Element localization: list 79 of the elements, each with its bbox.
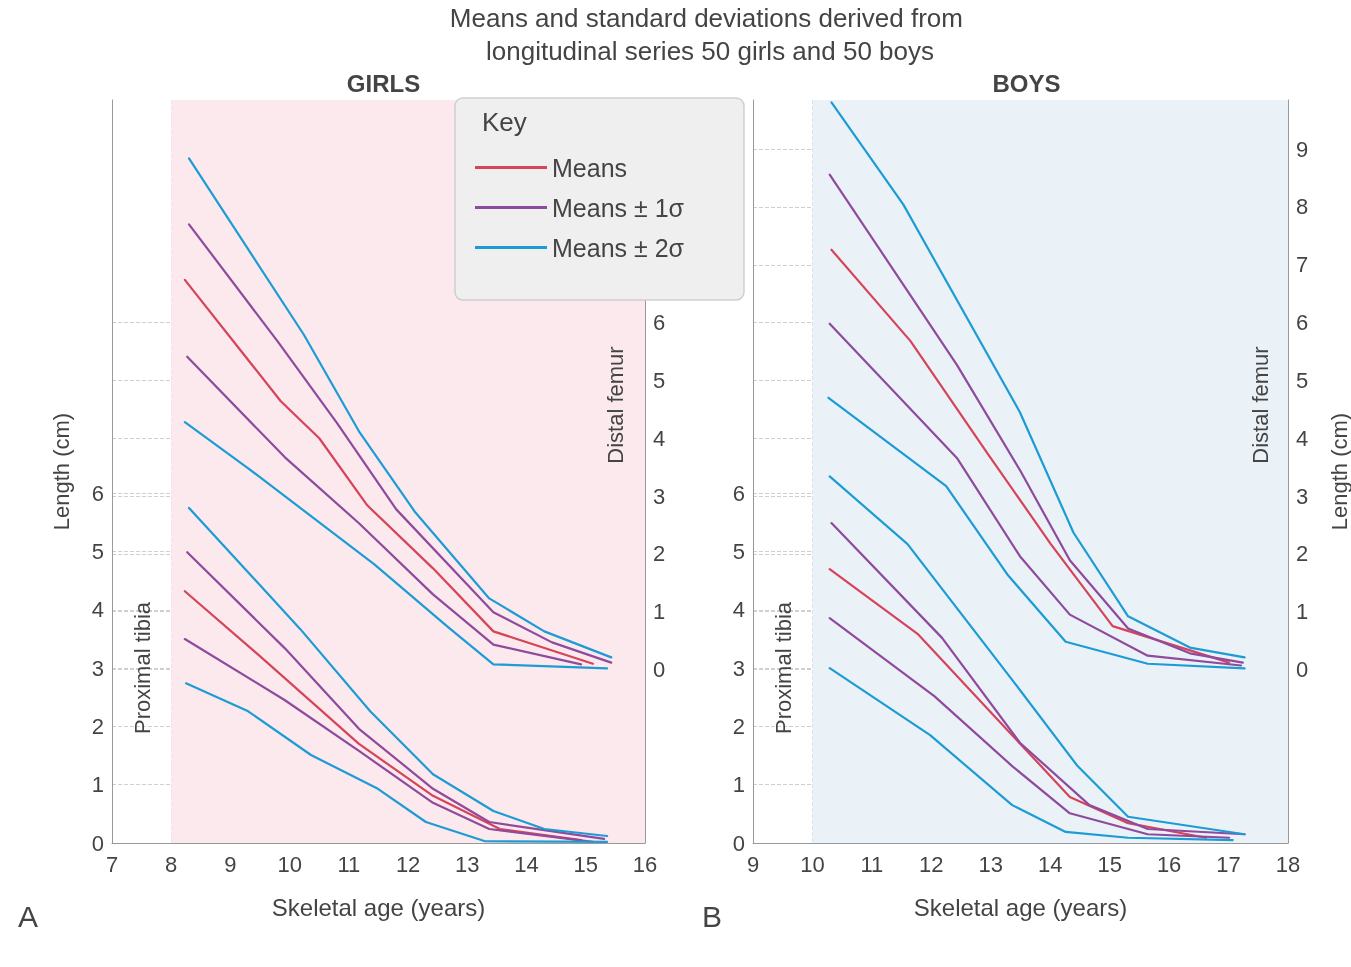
y2-tick-label: 7 [1296,252,1309,278]
y2-tick-label: 4 [1296,425,1309,451]
x-axis-title: Skeletal age (years) [913,893,1128,921]
y2-tick-label: 5 [1296,367,1309,393]
chart-title: GIRLS [346,69,421,97]
text: A [17,899,39,933]
x-tick-label: 11 [860,851,884,877]
x-tick-label: 14 [1037,851,1063,877]
annotation: Proximal tibia [129,601,155,735]
y-tick-label: 3 [91,655,104,681]
line-series [827,396,1246,670]
y2-tick-label: 6 [1296,310,1309,336]
annotation: Distal femur [1247,346,1273,464]
line-series [186,355,583,666]
y2-tick-label: 8 [1296,194,1309,220]
x-tick-label: 10 [800,851,825,877]
legend-label: Means ± 1σ [552,193,685,222]
x-axis-title: Skeletal age (years) [271,893,486,921]
y2-tick-label: 4 [653,425,666,451]
x-tick-label: 8 [165,851,178,877]
legend-title: Key [482,107,527,137]
y2-tick-label: 2 [653,541,666,567]
y2-tick-label: 2 [1296,541,1309,567]
x-tick-label: 12 [919,851,944,877]
annotation: Proximal tibia [770,601,796,735]
x-tick-label: 18 [1275,851,1301,877]
y-tick-label: 3 [732,655,745,681]
y-tick-label: 6 [732,480,745,506]
x-tick-label: 13 [455,851,480,877]
y-tick-label: 4 [91,597,104,623]
line-series [187,506,609,838]
x-tick-label: 11 [337,851,361,877]
legend-label: Means [552,153,628,182]
x-tick-label: 9 [746,851,760,877]
y-tick-label: 6 [91,480,104,506]
text: Means and standard deviations derived from longitudinal series 50 girls and 50 boys [449,2,971,66]
x-tick-label: 15 [573,851,599,877]
x-tick-label: 14 [514,851,539,877]
y-tick-label: 2 [91,713,104,739]
line-series [828,667,1234,842]
y-axis-title: Length (cm) [48,412,74,531]
y-tick-label: 1 [732,772,745,798]
y-tick-label: 5 [732,539,745,565]
x-tick-label: 13 [978,851,1004,877]
line-series [183,278,594,665]
line-series [828,616,1231,839]
y2-tick-label: 1 [1296,599,1309,625]
y2-tick-label: 5 [653,367,666,393]
y2-tick-label: 0 [1296,657,1309,683]
x-tick-label: 9 [224,851,237,877]
y2-tick-label: 3 [1296,483,1309,509]
y-tick-label: 1 [91,772,104,798]
line-series [184,682,609,843]
y-tick-label: 4 [732,597,745,623]
y2-tick-label: 1 [653,599,666,625]
x-tick-label: 16 [632,851,658,877]
line-series [183,420,609,670]
legend-label: Means ± 2σ [552,233,685,262]
x-tick-label: 12 [395,851,421,877]
y2-tick-label: 0 [653,657,666,683]
x-tick-label: 7 [105,851,119,877]
chart-title: BOYS [992,69,1061,97]
y2-tick-label: 6 [653,310,666,336]
text: B [701,899,723,933]
annotation: Distal femur [602,346,628,464]
y2-tick-label: 3 [653,483,666,509]
x-tick-label: 10 [277,851,302,877]
line-series [186,551,606,841]
y-tick-label: 0 [732,830,745,856]
y2-axis-title: Length (cm) [1326,412,1351,531]
y2-tick-label: 9 [1296,136,1309,162]
x-tick-label: 15 [1097,851,1122,877]
x-tick-label: 17 [1216,851,1241,877]
line-series [830,248,1231,664]
y-tick-label: 0 [91,830,104,856]
y-tick-label: 2 [732,713,745,739]
x-tick-label: 16 [1156,851,1182,877]
y-tick-label: 5 [91,539,104,565]
line-series [183,637,594,843]
